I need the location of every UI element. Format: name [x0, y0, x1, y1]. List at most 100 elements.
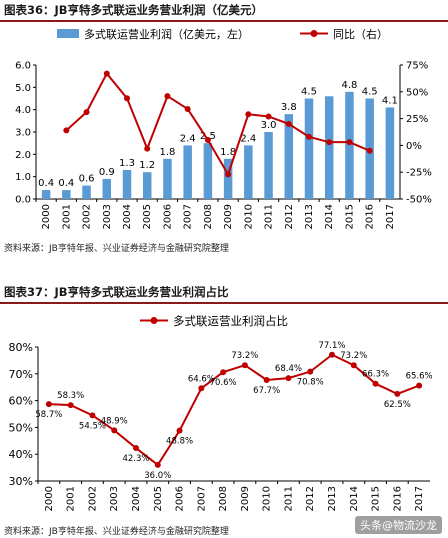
bar [264, 132, 273, 199]
yoy-line [65, 71, 371, 177]
bar [345, 91, 354, 199]
share-point [350, 362, 357, 369]
x-tick-label: 2009 [240, 486, 251, 511]
legend-line-marker [310, 30, 318, 37]
x-tick-label: 2005 [153, 486, 164, 511]
x-tick-label: 2011 [264, 204, 275, 229]
yoy-point [225, 171, 232, 178]
x-tick-label: 2006 [175, 486, 186, 511]
share-value-label: 54.5% [79, 421, 106, 431]
share-value-label: 36.0% [144, 471, 171, 481]
share-line [48, 353, 420, 467]
chart2-svg: 多式联运营业利润占比 30% 40% 50% 60% 70% 80% 58.7% 58.3% 54… [9, 314, 433, 511]
bar [284, 114, 294, 199]
x-tick-label: 2011 [283, 486, 294, 511]
share-point [45, 401, 52, 408]
y-tick-label: 50% [9, 421, 33, 434]
left-y-tick-label: 4.0 [15, 105, 31, 116]
watermark: 头条@物流沙龙 [355, 516, 442, 534]
share-point [263, 376, 270, 383]
x-tick-label: 2012 [305, 486, 316, 511]
right-y-tick-label: 0% [406, 141, 422, 152]
right-y-tick-label: -25% [406, 168, 432, 179]
figure1-source: 资料来源：JB亨特年报、兴业证券经济与金融研究院整理 [4, 244, 229, 254]
bar-value-label: 4.1 [382, 95, 398, 106]
share-point [329, 351, 335, 358]
chart1-svg: 多式联运营业利润（亿美元，左） 同比（右） 0.0 1.0 2.0 3.0 4.0 5.0 6.… [15, 27, 432, 229]
y-tick-label: 60% [9, 395, 33, 408]
bar [304, 98, 314, 199]
x-tick-label: 2003 [102, 204, 113, 229]
x-tick-label: 2012 [284, 204, 295, 229]
yoy-point [204, 137, 211, 144]
bar [122, 169, 132, 199]
yoy-point [366, 147, 373, 154]
bar [324, 96, 334, 199]
y-tick-label: 40% [9, 448, 33, 461]
share-point [394, 390, 401, 397]
bar-value-label: 4.5 [301, 87, 317, 98]
x-tick-label: 2014 [349, 486, 360, 511]
x-tick-label: 2002 [82, 204, 93, 229]
x-tick-label: 2006 [162, 204, 173, 229]
bar [203, 143, 213, 199]
figure1-header-rule [0, 20, 448, 22]
bar [142, 172, 152, 199]
bar-value-label: 2.5 [200, 131, 216, 142]
share-value-label: 58.3% [57, 391, 84, 401]
share-value-label: 70.8% [297, 378, 324, 388]
legend-line-label: 同比（右） [333, 27, 388, 41]
share-point [372, 380, 379, 387]
share-value-label: 42.3% [122, 454, 149, 464]
share-point [285, 375, 292, 382]
bar-value-label: 1.8 [220, 147, 236, 158]
x-tick-label: 2009 [223, 204, 234, 229]
bar-value-label: 3.0 [261, 120, 277, 131]
yoy-point [285, 120, 292, 127]
bar [163, 158, 172, 199]
figure1-title: 图表36：JB亨特多式联运业务营业利润（亿美元） [4, 3, 264, 17]
figure2-source: 资料来源：JB亨特年报、兴业证券经济与金融研究院整理 [4, 527, 229, 537]
yoy-point [164, 93, 171, 100]
share-point [220, 369, 227, 376]
share-value-label: 65.6% [406, 372, 433, 382]
bar-value-label: 0.4 [38, 178, 54, 189]
x-tick-label: 2002 [87, 486, 98, 511]
bar-value-label: 3.8 [281, 102, 297, 113]
bar-value-label: 0.4 [58, 178, 74, 189]
share-point [176, 427, 183, 434]
bar [223, 158, 233, 199]
yoy-point [306, 133, 312, 140]
share-value-label: 62.5% [384, 400, 411, 410]
left-y-tick-label: 3.0 [15, 128, 31, 139]
share-value-label: 73.2% [231, 351, 258, 361]
x-tick-label: 2007 [183, 204, 194, 229]
bar [385, 107, 395, 199]
bar-value-label: 1.3 [119, 158, 135, 169]
bar-value-label: 0.6 [79, 174, 95, 185]
yoy-point [265, 113, 272, 120]
bar [41, 190, 51, 199]
yoy-point [144, 145, 151, 152]
share-value-label: 66.3% [362, 370, 389, 380]
share-value-label: 70.6% [210, 378, 237, 388]
x-tick-label: 2017 [385, 204, 396, 229]
legend-line-marker [150, 317, 158, 324]
share-point [154, 461, 161, 468]
yoy-point [346, 139, 353, 146]
yoy-point [326, 139, 333, 146]
yoy-point [83, 109, 90, 116]
yoy-point [245, 111, 252, 118]
x-tick-label: 2013 [327, 486, 338, 511]
share-point [111, 427, 118, 434]
share-value-label: 67.7% [253, 386, 280, 396]
share-value-label: 77.1% [318, 341, 345, 351]
x-tick-label: 2015 [371, 486, 382, 511]
x-tick-label: 2000 [44, 486, 55, 511]
share-point [133, 445, 139, 452]
share-value-label: 58.7% [35, 410, 62, 420]
bar-value-label: 4.5 [362, 87, 378, 98]
left-y-tick-label: 2.0 [15, 150, 31, 161]
bar [62, 190, 71, 199]
x-tick-label: 2016 [392, 486, 403, 511]
